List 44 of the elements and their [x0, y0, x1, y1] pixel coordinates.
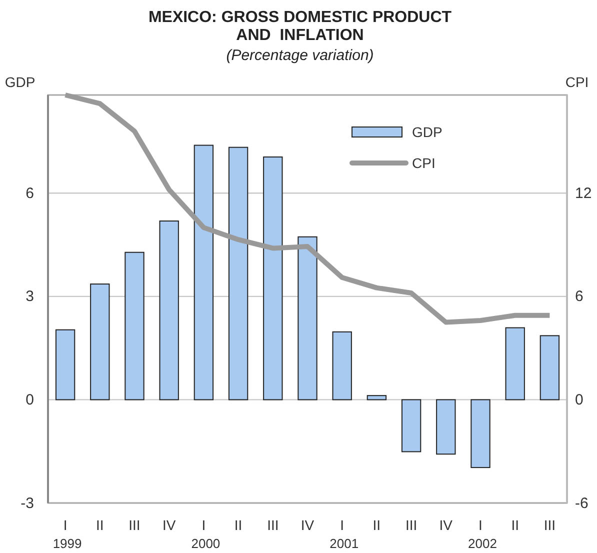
bar — [540, 335, 560, 400]
legend-label: GDP — [412, 124, 442, 140]
bar — [298, 236, 318, 400]
x-tick-label: II — [96, 517, 104, 533]
x-tick-label: III — [544, 517, 556, 533]
y2-tick-label: 12 — [575, 184, 592, 202]
bar — [436, 399, 456, 455]
y-axis-title: GDP — [4, 74, 36, 90]
chart-subtitle: (Percentage variation) — [226, 47, 374, 64]
x-tick-label: II — [511, 517, 519, 533]
x-tick-label: III — [128, 517, 140, 533]
y2-tick-label: -6 — [575, 494, 588, 512]
chart-title: MEXICO: GROSS DOMESTIC PRODUCT AND INFLATION — [148, 9, 452, 44]
x-tick-label: II — [372, 517, 381, 533]
bar — [228, 146, 248, 400]
x-tick-label: IV — [439, 517, 454, 533]
y-tick-label: 6 — [26, 184, 34, 202]
y-tick-label: 0 — [26, 392, 34, 409]
bar — [332, 331, 352, 400]
x-tick-label: I 1999 — [52, 517, 82, 551]
bar — [263, 156, 283, 400]
bar — [366, 395, 387, 400]
y-tick-label: -3 — [20, 494, 34, 512]
legend-label: CPI — [412, 155, 436, 171]
bar — [194, 144, 214, 400]
x-tick-label: II — [234, 517, 242, 533]
bar — [159, 220, 179, 400]
y2-axis-title: CPI — [565, 74, 589, 90]
bar — [401, 399, 422, 452]
y-tick-label: 3 — [26, 288, 34, 306]
bar — [505, 327, 525, 400]
x-tick-label: III — [405, 517, 418, 533]
bar — [90, 284, 110, 400]
y2-tick-label: 0 — [575, 392, 584, 409]
bar — [124, 252, 144, 400]
x-tick-label: IV — [300, 517, 315, 533]
bar — [470, 399, 490, 468]
bar — [55, 329, 76, 400]
x-tick-label: I 2000 — [191, 517, 220, 551]
x-tick-label: III — [267, 517, 279, 533]
x-tick-label: IV — [162, 517, 176, 533]
y2-tick-label: 6 — [575, 288, 584, 306]
x-tick-label: I 2001 — [330, 517, 359, 551]
x-tick-label: I 2002 — [468, 517, 497, 551]
